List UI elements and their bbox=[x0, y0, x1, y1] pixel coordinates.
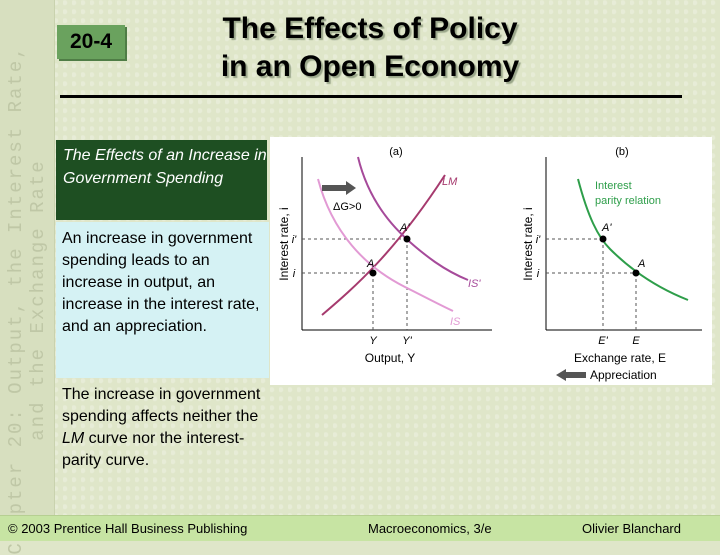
figure-panel: (a) Interest rate, i Output, Y ΔG>0 A' A bbox=[270, 137, 712, 385]
panel-a: (a) Interest rate, i Output, Y ΔG>0 A' A bbox=[277, 146, 492, 365]
lm-curve-label: LM bbox=[442, 176, 458, 188]
appreciation-arrow-head bbox=[556, 369, 566, 381]
chapter-side-title: Chapter 20: Output, the Interest Rate, a… bbox=[5, 45, 49, 554]
shift-arrow-head bbox=[346, 181, 356, 195]
panel-b-tick-i: i bbox=[537, 268, 540, 280]
appreciation-arrow-body bbox=[566, 372, 586, 378]
section-badge: 20-4 bbox=[57, 25, 125, 59]
point-b-a bbox=[632, 269, 640, 277]
interest-parity-curve bbox=[577, 178, 689, 301]
is-curve bbox=[317, 178, 454, 312]
footer-copyright: © 2003 Prentice Hall Business Publishing bbox=[8, 521, 248, 536]
panel-a-x-label: Output, Y bbox=[365, 351, 415, 365]
side-strip: Chapter 20: Output, the Interest Rate, a… bbox=[0, 0, 55, 555]
appreciation-label: Appreciation bbox=[590, 368, 657, 382]
figure-svg: (a) Interest rate, i Output, Y ΔG>0 A' A bbox=[277, 146, 702, 382]
is-curve-label: IS bbox=[450, 316, 461, 328]
side-title-line2: and the Exchange Rate bbox=[27, 159, 49, 441]
para2-text-before: The increase in government spending affe… bbox=[62, 386, 261, 425]
title-divider bbox=[60, 95, 682, 98]
is-shifted-curve bbox=[357, 156, 469, 281]
point-a-prime bbox=[403, 235, 411, 243]
panel-b-tick-i2: i' bbox=[536, 234, 541, 246]
panel-b: (b) Interest rate, i Exchange rate, E In… bbox=[521, 146, 702, 382]
panel-b-tick-e: E bbox=[632, 335, 640, 347]
point-a-prime-label: A' bbox=[399, 222, 410, 234]
panel-b-x-label: Exchange rate, E bbox=[574, 351, 666, 365]
panel-a-tick-y: Y bbox=[369, 335, 377, 347]
point-b-a-prime bbox=[599, 235, 607, 243]
title-line2: in an Open Economy bbox=[220, 50, 520, 83]
caption-paragraph-1: An increase in government spending leads… bbox=[56, 222, 269, 378]
shift-arrow-body bbox=[322, 185, 346, 191]
parity-curve-label-line1: Interest bbox=[595, 180, 632, 192]
panel-b-y-label: Interest rate, i bbox=[521, 207, 535, 280]
footer-book-title: Macroeconomics, 3/e bbox=[368, 521, 492, 536]
title-line1: The Effects of Policy bbox=[222, 12, 518, 45]
caption-heading: The Effects of an Increase in Government… bbox=[56, 140, 267, 220]
panel-a-tick-y2: Y' bbox=[402, 335, 412, 347]
is-shifted-curve-label: IS' bbox=[468, 278, 481, 290]
footer-bar: © 2003 Prentice Hall Business Publishing… bbox=[0, 515, 720, 541]
slide-title: The Effects of Policy in an Open Economy bbox=[135, 10, 605, 86]
side-title-line1: Chapter 20: Output, the Interest Rate, bbox=[5, 45, 27, 555]
panel-a-label: (a) bbox=[389, 146, 402, 158]
para2-text-after: curve nor the interest-parity curve. bbox=[62, 430, 245, 469]
panel-a-tick-i2: i' bbox=[292, 234, 297, 246]
shift-label: ΔG>0 bbox=[333, 201, 361, 213]
panel-b-tick-e2: E' bbox=[598, 335, 608, 347]
point-b-a-prime-label: A' bbox=[601, 222, 612, 234]
point-a-label: A bbox=[366, 258, 374, 270]
para2-lm-term: LM bbox=[62, 430, 85, 447]
panel-a-tick-i: i bbox=[293, 268, 296, 280]
caption-paragraph-2: The increase in government spending affe… bbox=[62, 384, 268, 472]
point-b-a-label: A bbox=[637, 258, 645, 270]
panel-b-label: (b) bbox=[615, 146, 628, 158]
lm-curve bbox=[321, 174, 446, 316]
parity-curve-label-line2: parity relation bbox=[595, 195, 661, 207]
footer-author: Olivier Blanchard bbox=[582, 521, 681, 536]
point-a bbox=[369, 269, 377, 277]
panel-a-y-label: Interest rate, i bbox=[277, 207, 291, 280]
